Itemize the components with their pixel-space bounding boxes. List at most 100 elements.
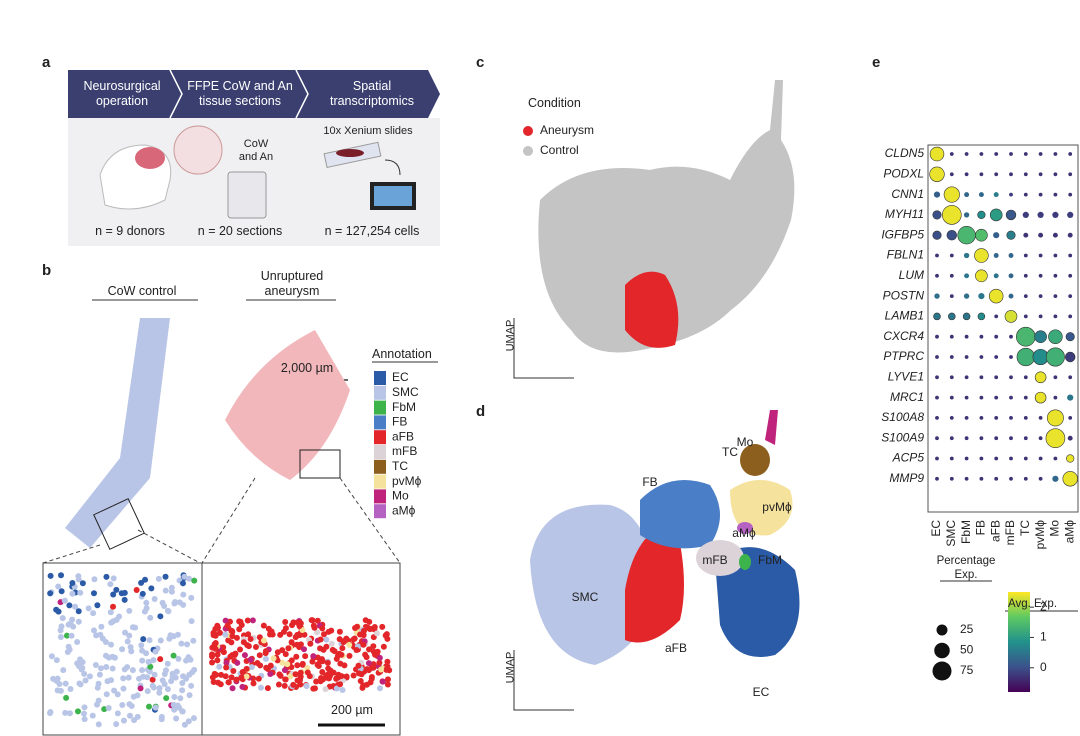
cell-dot xyxy=(285,645,292,652)
cell-dot xyxy=(98,623,105,630)
cell-dot xyxy=(279,647,286,654)
cell-dot xyxy=(248,664,255,671)
dot xyxy=(979,172,984,177)
cell-dot xyxy=(218,671,225,678)
dot xyxy=(935,273,939,278)
cell-dot xyxy=(384,676,391,683)
colorbar-label: 0 xyxy=(1040,660,1047,674)
cluster-label: aFB xyxy=(665,641,687,655)
cell-dot xyxy=(190,715,197,722)
dot xyxy=(1068,375,1073,380)
cell-dot xyxy=(80,710,87,717)
cell-dot xyxy=(146,637,153,644)
dot xyxy=(978,292,985,300)
zoom-line xyxy=(339,477,401,564)
cell-dot xyxy=(301,631,308,638)
dot xyxy=(994,334,999,339)
cell-dot xyxy=(141,608,148,615)
cell-dot xyxy=(370,664,377,671)
dot xyxy=(1023,253,1028,258)
cell-dot xyxy=(319,676,326,683)
cell-dot xyxy=(79,580,86,587)
cell-dot xyxy=(297,673,304,680)
cell-dot xyxy=(137,685,144,692)
dot xyxy=(1038,273,1043,278)
cell-dot xyxy=(216,663,223,670)
cluster-label: SMC xyxy=(572,590,599,604)
dot xyxy=(1038,232,1044,238)
cell-dot xyxy=(107,581,114,588)
cell-dot xyxy=(120,717,127,724)
cell-dot xyxy=(157,637,164,644)
dot xyxy=(935,476,939,481)
dot xyxy=(994,456,999,461)
cell-dot xyxy=(110,591,117,598)
cell-dot xyxy=(164,660,171,667)
cell-dot xyxy=(209,659,216,666)
cluster-pvm xyxy=(730,480,793,536)
cell-dot xyxy=(317,636,324,643)
cell-dot xyxy=(370,643,377,650)
cell-type-label: aMϕ xyxy=(1062,520,1076,544)
cell-dot xyxy=(140,673,147,680)
cluster-ec xyxy=(715,547,800,657)
cell-dot xyxy=(179,708,186,715)
legend-label: EC xyxy=(392,370,409,384)
cell-dot xyxy=(339,645,346,652)
dot xyxy=(1053,172,1058,177)
legend-label: pvMϕ xyxy=(392,474,422,488)
cell-dot xyxy=(119,646,126,653)
cell-dot xyxy=(299,660,306,667)
dot xyxy=(1009,456,1013,461)
cell-dot xyxy=(229,633,236,640)
cell-dot xyxy=(55,608,62,615)
legend-swatch xyxy=(374,445,386,459)
cell-dot xyxy=(284,661,291,668)
cell-dot xyxy=(212,639,219,646)
cell-dot xyxy=(101,706,108,713)
dot xyxy=(935,355,939,359)
legend-label: TC xyxy=(392,459,408,473)
dot xyxy=(1065,332,1075,342)
cell-dot xyxy=(108,677,115,684)
dotplot-frame xyxy=(927,144,1079,513)
cell-dot xyxy=(281,682,288,689)
dot xyxy=(994,355,999,359)
cell-dot xyxy=(81,716,88,723)
dot xyxy=(1038,314,1043,319)
cell-type-label: Mo xyxy=(1048,520,1062,537)
dot xyxy=(1009,476,1013,481)
cell-dot xyxy=(75,608,82,615)
cell-type-label: TC xyxy=(1018,520,1032,536)
cluster-afb xyxy=(625,520,684,643)
cell-dot xyxy=(230,668,237,675)
dot xyxy=(994,395,999,400)
cell-dot xyxy=(66,602,73,609)
cell-dot xyxy=(159,599,166,606)
cell-dot xyxy=(296,622,303,629)
cell-dot xyxy=(337,681,344,688)
cell-dot xyxy=(325,665,332,672)
cell-dot xyxy=(179,687,186,694)
cell-dot xyxy=(126,712,133,719)
dot xyxy=(975,269,988,283)
dot xyxy=(1053,253,1058,258)
gene-label: CLDN5 xyxy=(885,146,925,160)
cell-dot xyxy=(111,654,118,661)
dot xyxy=(1023,456,1028,461)
cell-type-label: pvMϕ xyxy=(1033,520,1047,550)
gene-label: MMP9 xyxy=(889,471,924,485)
dot xyxy=(1038,253,1043,258)
umap-axes xyxy=(513,650,574,711)
cell-dot xyxy=(310,653,317,660)
cell-dot xyxy=(245,631,252,638)
cell-dot xyxy=(356,670,363,677)
cell-dot xyxy=(139,647,146,654)
dot xyxy=(932,230,942,240)
brain-section-icon xyxy=(173,125,223,175)
cell-dot xyxy=(181,721,188,728)
cell-dot xyxy=(210,629,217,636)
dot xyxy=(964,456,969,461)
dot xyxy=(1052,211,1059,219)
dot xyxy=(949,456,954,461)
